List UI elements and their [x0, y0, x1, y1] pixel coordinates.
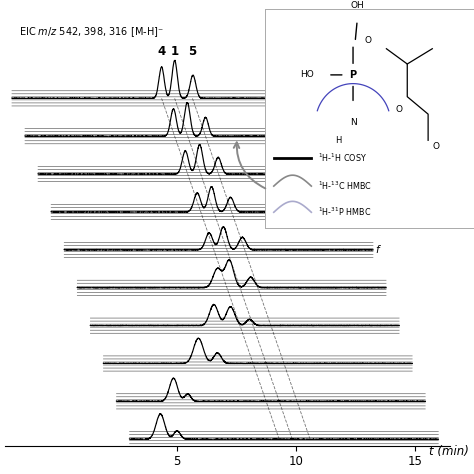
Text: P: P	[349, 70, 356, 80]
Text: t (min): t (min)	[429, 445, 469, 457]
Text: i: i	[336, 131, 339, 141]
Text: $^1$H-$^{31}$P HMBC: $^1$H-$^{31}$P HMBC	[318, 206, 371, 219]
Text: $^1$H-$^{13}$C HMBC: $^1$H-$^{13}$C HMBC	[318, 180, 372, 192]
Text: 1: 1	[171, 46, 179, 58]
Text: HO: HO	[300, 71, 314, 79]
Text: O: O	[364, 36, 371, 45]
Text: EIC $m/z$ 542, 398, 316 [M-H]⁻: EIC $m/z$ 542, 398, 316 [M-H]⁻	[19, 26, 164, 39]
Text: O: O	[395, 105, 402, 114]
Text: f: f	[375, 245, 379, 255]
Text: 4: 4	[157, 46, 166, 58]
Text: O: O	[433, 142, 440, 151]
Text: g: g	[363, 207, 369, 217]
Text: 5: 5	[188, 46, 197, 58]
Text: $^1$H-$^1$H COSY: $^1$H-$^1$H COSY	[318, 152, 366, 164]
Text: h: h	[349, 169, 356, 179]
Text: j: j	[323, 93, 326, 103]
Text: N: N	[350, 118, 356, 128]
Text: OH: OH	[350, 0, 364, 9]
Text: H: H	[335, 136, 342, 145]
